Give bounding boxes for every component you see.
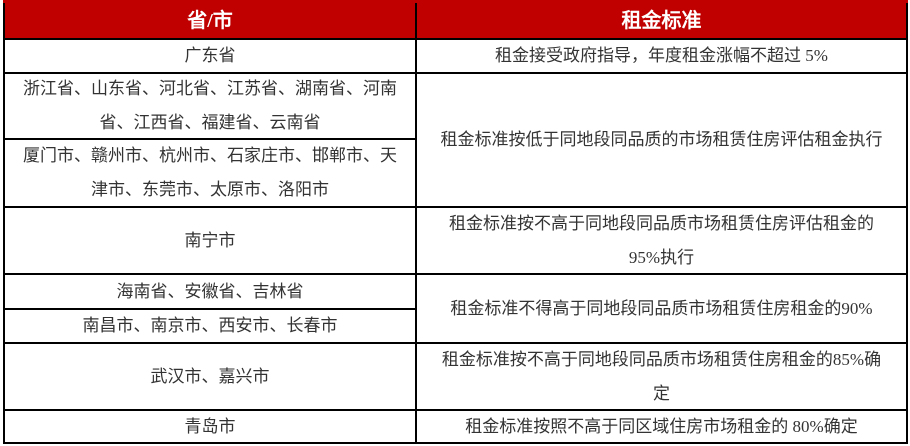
region-cell: 南宁市 (3, 206, 415, 273)
region-cell: 南昌市、南京市、西安市、长春市 (3, 308, 415, 342)
region-cell: 厦门市、赣州市、杭州市、石家庄市、邯郸市、天津市、东莞市、太原市、洛阳市 (3, 138, 415, 206)
region-cell: 浙江省、山东省、河北省、江苏省、湖南省、河南省、江西省、福建省、云南省 (3, 72, 415, 138)
standard-cell: 租金标准按照不高于同区域住房市场租金的 80%确定 (415, 409, 906, 442)
region-cell: 青岛市 (3, 409, 415, 442)
standard-cell: 租金标准按不高于同地段同品质市场租赁住房评估租金的 95%执行 (415, 206, 906, 273)
header-top-rule (3, 0, 908, 3)
region-cell: 广东省 (3, 38, 415, 72)
region-cell: 海南省、安徽省、吉林省 (3, 273, 415, 308)
rent-standard-table: 省/市 租金标准 广东省 租金接受政府指导，年度租金涨幅不超过 5% 浙江省、山… (3, 3, 908, 444)
region-cell: 武汉市、嘉兴市 (3, 342, 415, 409)
header-province-city: 省/市 (3, 3, 415, 38)
standard-cell: 租金标准不得高于同地段同品质市场租赁住房租金的90% (415, 273, 906, 342)
standard-cell: 租金标准按低于同地段同品质的市场租赁住房评估租金执行 (415, 72, 906, 206)
header-rent-standard: 租金标准 (415, 3, 906, 38)
standard-cell: 租金标准按不高于同地段同品质市场租赁住房租金的85%确定 (415, 342, 906, 409)
standard-cell: 租金接受政府指导，年度租金涨幅不超过 5% (415, 38, 906, 72)
